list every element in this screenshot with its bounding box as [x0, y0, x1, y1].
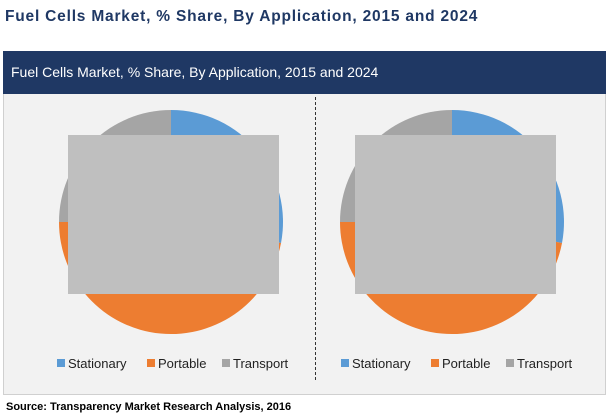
legend-label-portable-chart-1: Portable [158, 356, 206, 371]
source-note: Source: Transparency Market Research Ana… [6, 401, 292, 413]
chart-divider [315, 97, 316, 380]
legend-swatch-stationary-chart-2 [341, 359, 349, 367]
legend-swatch-transport-chart-2 [506, 359, 514, 367]
legend-label-stationary-chart-1: Stationary [68, 356, 127, 371]
legend-label-transport-chart-1: Transport [233, 356, 289, 371]
chart-panel-header: Fuel Cells Market, % Share, By Applicati… [3, 51, 606, 94]
label-overlay-box-chart-2 [355, 135, 556, 294]
legend-label-transport-chart-2: Transport [517, 356, 573, 371]
legend-swatch-transport-chart-1 [222, 359, 230, 367]
legend-label-portable-chart-2: Portable [442, 356, 490, 371]
legend-label-stationary-chart-2: Stationary [352, 356, 411, 371]
label-overlay-box-chart-1 [68, 135, 279, 294]
legend-swatch-portable-chart-2 [431, 359, 439, 367]
legend-swatch-stationary-chart-1 [57, 359, 65, 367]
legend-swatch-portable-chart-1 [147, 359, 155, 367]
page-title: Fuel Cells Market, % Share, By Applicati… [5, 8, 479, 25]
